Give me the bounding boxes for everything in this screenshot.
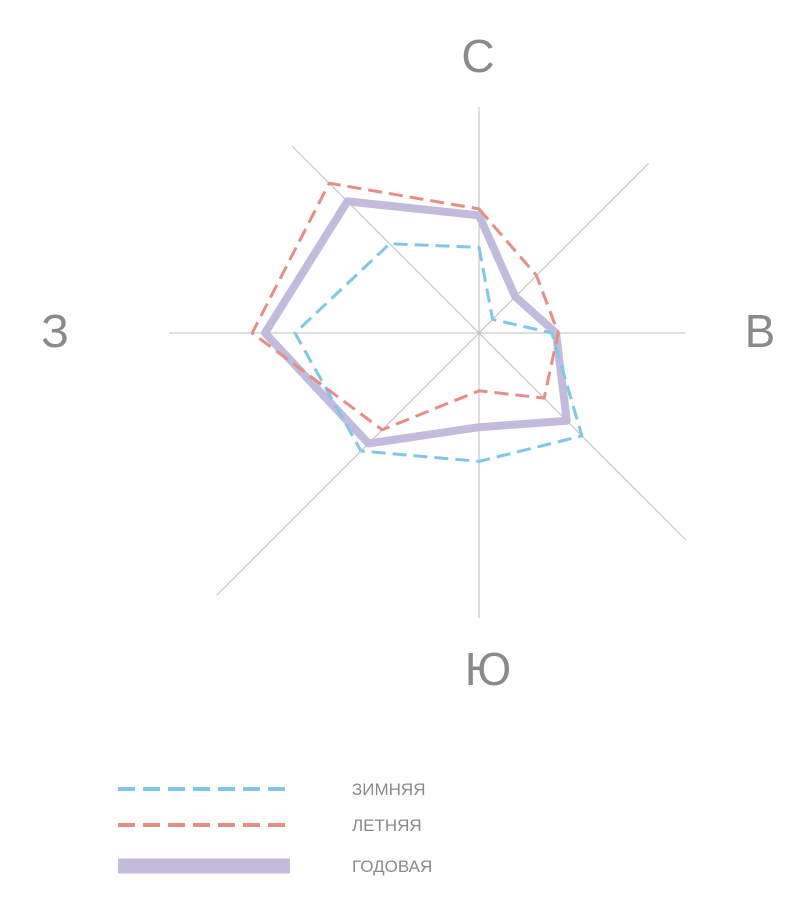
legend-label-winter: ЗИМНЯЯ [352,780,425,799]
direction-label-east: В [745,305,776,357]
direction-label-north: С [461,30,494,82]
legend: ЗИМНЯЯ ЛЕТНЯЯ ГОДОВАЯ [118,780,432,876]
direction-label-west: З [41,305,69,357]
axes-grid [169,107,687,618]
series-winter [293,242,584,463]
axis-northeast [478,162,650,334]
axis-southwest [216,332,480,596]
series-summer [250,181,560,432]
series-annual [261,197,571,448]
direction-label-south: Ю [465,643,511,695]
legend-label-annual: ГОДОВАЯ [352,857,432,876]
series-layer [250,181,584,463]
legend-label-summer: ЛЕТНЯЯ [352,816,422,835]
axis-northwest [291,145,480,334]
